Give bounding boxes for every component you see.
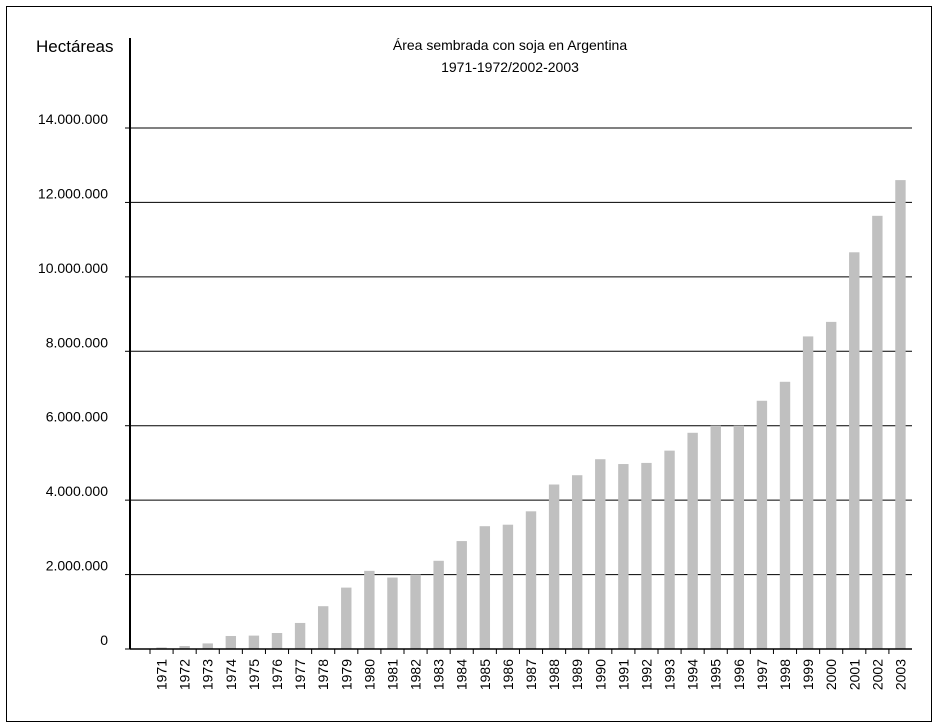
- x-tick-label: 1975: [246, 659, 262, 690]
- y-tick-labels: 0 2.000.000 4.000.000 6.000.000 8.000.000 10.…: [38, 111, 108, 648]
- x-tick-label: 1977: [292, 659, 308, 690]
- bar: [571, 475, 583, 649]
- bar: [548, 484, 560, 649]
- x-tick-label: 1989: [569, 659, 585, 690]
- x-tick-label: 1978: [315, 659, 331, 690]
- chart-subtitle: 1971-1972/2002-2003: [441, 59, 579, 75]
- x-tick-label: 1971: [154, 659, 170, 690]
- x-tick-label: 1992: [638, 659, 654, 690]
- bar: [710, 425, 721, 649]
- bar: [756, 400, 768, 649]
- gridlines: [130, 127, 912, 576]
- bar: [779, 381, 791, 649]
- x-tick-label: 1991: [615, 659, 631, 690]
- bar: [456, 541, 467, 649]
- bar: [618, 464, 629, 649]
- x-tick-label: 1993: [662, 659, 678, 690]
- x-tick-label: 1985: [477, 659, 493, 690]
- bar: [872, 215, 883, 649]
- x-tick-label: 1990: [592, 659, 608, 690]
- x-tick-label: 1980: [361, 659, 377, 690]
- x-tick-label: 1983: [431, 659, 447, 690]
- x-tick-label: 1998: [777, 659, 793, 690]
- bars: [156, 180, 906, 649]
- x-tick-label: 1988: [546, 659, 562, 690]
- bar: [202, 643, 213, 649]
- x-tick-label: 1973: [200, 659, 216, 690]
- bar: [479, 526, 491, 649]
- bar: [341, 587, 352, 649]
- x-tick-label: 1982: [408, 659, 424, 690]
- x-tick-label: 1979: [338, 659, 354, 690]
- axes: [125, 38, 912, 654]
- x-tick-labels: 1971 1972 1973 1974 1975 1976 1977 1978 1979 1980…: [154, 659, 909, 690]
- bar: [225, 635, 237, 649]
- bar: [387, 577, 398, 649]
- bar: [641, 462, 652, 649]
- x-tick-label: 2003: [892, 659, 908, 690]
- x-tick-label: 1972: [177, 659, 193, 690]
- y-tick-label: 12.000.000: [38, 185, 108, 201]
- bar: [895, 180, 906, 649]
- bar: [433, 560, 444, 649]
- x-tick-label: 2001: [846, 659, 862, 690]
- bar: [825, 321, 837, 649]
- x-tick-label: 1997: [754, 659, 770, 690]
- x-tick-label: 1995: [708, 659, 724, 690]
- y-tick-label: 4.000.000: [46, 483, 108, 499]
- x-tick-label: 1976: [269, 659, 285, 690]
- bar: [664, 450, 675, 649]
- bar: [364, 570, 375, 649]
- x-tick-label: 1974: [223, 659, 239, 690]
- x-tick-label: 1999: [800, 659, 816, 690]
- x-tick-label: 2002: [869, 659, 885, 690]
- bar: [595, 459, 606, 649]
- bar: [525, 511, 537, 649]
- bar: [179, 646, 190, 649]
- y-tick-label: 6.000.000: [46, 409, 108, 425]
- bar: [410, 574, 421, 649]
- bar: [687, 432, 698, 649]
- chart-title: Área sembrada con soja en Argentina: [393, 37, 627, 53]
- x-tick-label: 1987: [523, 659, 539, 690]
- bar: [849, 252, 860, 649]
- x-tick-label: 1994: [685, 659, 701, 690]
- y-tick-label: 8.000.000: [46, 334, 108, 350]
- bar: [294, 622, 306, 649]
- y-tick-label: 10.000.000: [38, 260, 108, 276]
- bar: [248, 635, 260, 649]
- y-axis-label: Hectáreas: [36, 37, 113, 56]
- y-tick-label: 14.000.000: [38, 111, 108, 127]
- bar: [502, 524, 514, 649]
- y-tick-label: 0: [100, 632, 108, 648]
- x-tick-label: 1996: [731, 659, 747, 690]
- bar: [733, 425, 745, 649]
- chart-frame: [6, 6, 932, 722]
- x-tick-label: 2000: [823, 659, 839, 690]
- x-tick-label: 1984: [454, 659, 470, 690]
- y-tick-label: 2.000.000: [46, 558, 108, 574]
- bar: [317, 606, 329, 649]
- x-tick-label: 1981: [384, 659, 400, 690]
- x-tick-label: 1986: [500, 659, 516, 690]
- bar: [271, 632, 283, 649]
- bar: [802, 336, 814, 649]
